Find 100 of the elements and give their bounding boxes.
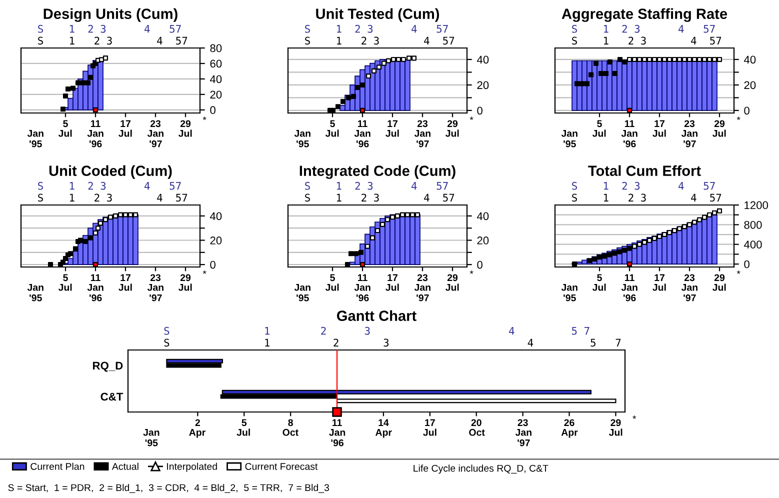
point bbox=[602, 254, 608, 259]
x2-tick-label: Apr bbox=[189, 429, 206, 438]
point bbox=[616, 249, 622, 254]
x2-tick-label: Jul bbox=[652, 130, 666, 137]
x2-tick-label: Jan '95 bbox=[143, 429, 160, 446]
point bbox=[102, 217, 108, 222]
point bbox=[400, 56, 406, 62]
x2-tick-label: Jan '96 bbox=[621, 284, 638, 302]
point bbox=[712, 210, 718, 216]
point bbox=[62, 93, 68, 98]
point bbox=[414, 212, 420, 218]
text: * bbox=[202, 116, 206, 120]
y-tick-label: 20 bbox=[477, 81, 489, 90]
point bbox=[572, 262, 578, 267]
x2-tick-label: Jul bbox=[325, 284, 339, 291]
text: S 1 2 3 4 5 7 bbox=[164, 326, 590, 335]
x-tick-label: 2 bbox=[195, 419, 200, 426]
point bbox=[702, 214, 708, 220]
y-tick-label: 40 bbox=[476, 56, 489, 64]
x-tick-label: 29 bbox=[610, 419, 621, 426]
text: S 1 2 3 4 57 bbox=[572, 36, 722, 45]
x2-tick-label: Jul bbox=[386, 130, 399, 137]
point bbox=[410, 212, 416, 218]
x2-tick-label: Jul bbox=[446, 130, 459, 137]
text: S 1 2 3 4 57 bbox=[572, 24, 715, 33]
x2-tick-label: Jan '97 bbox=[147, 130, 164, 148]
point bbox=[622, 60, 628, 65]
x-tick-label: 11 bbox=[624, 120, 634, 127]
point bbox=[593, 60, 599, 66]
x-tick-label: 17 bbox=[654, 120, 664, 127]
x2-tick-label: Jan '96 bbox=[87, 284, 104, 302]
x-tick-label: 23 bbox=[417, 120, 428, 128]
point bbox=[70, 86, 76, 91]
x2-tick-label: Jul bbox=[423, 428, 436, 436]
y-tick-label: RQ_D bbox=[93, 362, 123, 372]
point bbox=[636, 56, 642, 62]
y-tick-label: 20 bbox=[477, 236, 489, 244]
point bbox=[642, 240, 648, 245]
x-tick-label: 11 bbox=[90, 274, 100, 281]
x2-tick-label: Jan '96 bbox=[354, 284, 370, 302]
y-tick-label: 1200 bbox=[744, 201, 768, 210]
point bbox=[374, 228, 380, 234]
x2-tick-label: Jul bbox=[652, 284, 666, 291]
point bbox=[574, 81, 580, 86]
x-tick-label: 29 bbox=[180, 120, 191, 128]
text: * bbox=[470, 116, 474, 120]
x-tick-label: 29 bbox=[447, 274, 458, 282]
point bbox=[656, 56, 662, 62]
x2-tick-label: Oct bbox=[469, 428, 485, 436]
point bbox=[370, 235, 376, 240]
x-tick-label: 11 bbox=[624, 274, 634, 281]
x-tick-label: 17 bbox=[120, 120, 130, 127]
point bbox=[68, 251, 74, 256]
chart-title: Gantt Chart bbox=[336, 310, 416, 321]
y-tick-label: 80 bbox=[210, 44, 222, 52]
point bbox=[716, 56, 722, 62]
text: S 1 2 3 4 57 bbox=[38, 182, 181, 190]
point bbox=[606, 252, 612, 258]
legend-label: Current Plan bbox=[30, 462, 84, 470]
x-tick-label: 5 bbox=[242, 419, 247, 426]
x2-tick-label: Apr bbox=[561, 429, 578, 438]
point bbox=[78, 238, 84, 243]
point bbox=[112, 213, 118, 218]
y-tick-label: 60 bbox=[210, 60, 222, 68]
point bbox=[381, 60, 387, 66]
x-tick-label: 5 bbox=[597, 120, 602, 128]
x2-tick-label: Jul bbox=[178, 284, 192, 291]
chart-title: Integrated Code (Cum) bbox=[300, 165, 456, 179]
x2-tick-label: Jul bbox=[58, 284, 72, 291]
x2-tick-label: Jan '97 bbox=[414, 284, 430, 302]
text: Interpolated bbox=[167, 462, 217, 472]
point bbox=[82, 238, 88, 244]
point bbox=[672, 56, 678, 62]
point bbox=[85, 80, 91, 86]
point bbox=[65, 86, 71, 92]
point bbox=[386, 58, 392, 64]
chart-title: Total Cum Effort bbox=[588, 165, 701, 176]
point bbox=[128, 212, 134, 218]
point bbox=[92, 230, 98, 236]
point bbox=[390, 214, 396, 220]
point bbox=[394, 213, 400, 218]
x-tick-label: 23 bbox=[417, 274, 428, 282]
y-tick-label: 0 bbox=[744, 260, 750, 268]
y-tick-label: 40 bbox=[210, 212, 222, 220]
text: * bbox=[470, 270, 474, 274]
y-tick-label: 800 bbox=[744, 220, 762, 229]
point bbox=[400, 212, 406, 218]
point bbox=[330, 108, 336, 113]
point bbox=[411, 56, 417, 61]
point bbox=[390, 56, 396, 62]
point bbox=[588, 72, 594, 78]
x2-tick-label: Jan '95 bbox=[294, 284, 310, 302]
x2-tick-label: Jul bbox=[608, 428, 622, 436]
point bbox=[60, 106, 66, 112]
text: * bbox=[202, 270, 206, 274]
legend-label: Actual bbox=[112, 462, 138, 470]
y-tick-label: 20 bbox=[210, 236, 222, 244]
point bbox=[696, 56, 702, 62]
point bbox=[396, 56, 402, 62]
point bbox=[88, 74, 94, 80]
